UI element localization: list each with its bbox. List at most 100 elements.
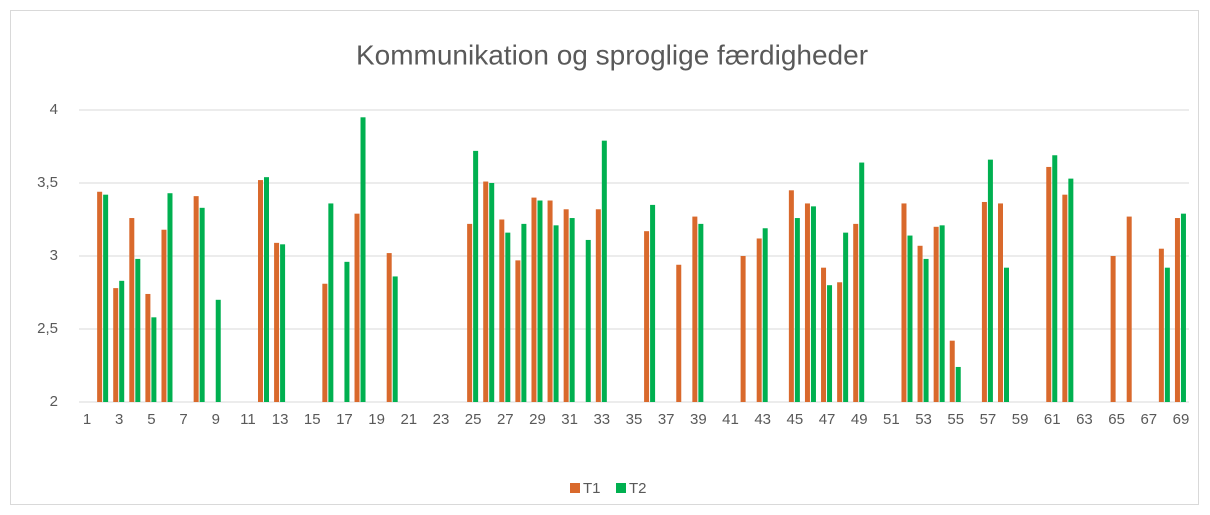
bar: [344, 261, 350, 402]
x-tick-label: 61: [1044, 411, 1061, 428]
bar: [199, 207, 205, 402]
bar: [386, 253, 392, 402]
bar: [274, 242, 280, 402]
legend-swatch: [616, 483, 626, 493]
bar: [827, 285, 833, 402]
bar: [499, 219, 505, 402]
x-tick-label: 23: [433, 411, 450, 428]
bar: [939, 225, 945, 402]
legend-label: T1: [583, 480, 601, 497]
x-tick-label: 49: [851, 411, 868, 428]
x-tick-label: 19: [368, 411, 385, 428]
bar: [1052, 155, 1058, 402]
bar: [167, 193, 173, 402]
bar: [515, 260, 521, 402]
x-tick-label: 41: [722, 411, 739, 428]
bar: [821, 267, 827, 402]
bar: [483, 181, 489, 402]
x-tick-label: 69: [1173, 411, 1190, 428]
x-tick-label: 5: [147, 411, 155, 428]
bar: [563, 209, 569, 402]
bar: [804, 203, 810, 402]
bar: [1180, 213, 1186, 402]
bar: [547, 200, 553, 402]
bar: [531, 197, 537, 402]
x-tick-label: 51: [883, 411, 900, 428]
bar: [553, 225, 559, 402]
bar: [794, 218, 800, 402]
bar: [1174, 218, 1180, 402]
x-tick-label: 43: [754, 411, 771, 428]
bar: [955, 366, 961, 402]
x-tick-label: 65: [1108, 411, 1125, 428]
bar: [489, 183, 495, 402]
bar: [473, 150, 479, 402]
bar: [981, 201, 987, 402]
y-tick-label: 4: [50, 101, 58, 118]
x-tick-label: 35: [626, 411, 643, 428]
x-tick-label: 13: [272, 411, 289, 428]
y-tick-label: 3,5: [37, 174, 58, 191]
bar: [1068, 178, 1074, 402]
bar: [933, 226, 939, 402]
x-tick-label: 53: [915, 411, 932, 428]
bar: [595, 209, 601, 402]
x-tick-label: 27: [497, 411, 514, 428]
y-tick-label: 2: [50, 393, 58, 410]
bar: [907, 235, 913, 402]
bar: [917, 245, 923, 402]
legend-label: T2: [629, 480, 647, 497]
bar: [392, 276, 398, 402]
bar: [788, 190, 794, 402]
bar: [505, 232, 511, 402]
bar: [901, 203, 907, 402]
x-tick-label: 57: [980, 411, 997, 428]
bar: [1164, 267, 1170, 402]
bar: [151, 317, 157, 402]
bar: [756, 238, 762, 402]
x-tick-label: 55: [947, 411, 964, 428]
bar: [692, 216, 698, 402]
bar: [698, 223, 704, 402]
bar: [853, 223, 859, 402]
bar: [601, 140, 607, 402]
bar: [161, 229, 167, 402]
y-tick-label: 2,5: [37, 320, 58, 337]
bar: [97, 191, 103, 402]
bar: [650, 204, 656, 402]
x-tick-label: 21: [400, 411, 417, 428]
bar: [949, 340, 955, 402]
legend-swatch: [570, 483, 580, 493]
bar: [119, 280, 125, 402]
bar: [264, 177, 269, 402]
bar: [467, 223, 473, 402]
bar: [537, 200, 543, 402]
x-tick-label: 7: [179, 411, 187, 428]
bar: [585, 239, 591, 402]
bar: [354, 213, 360, 402]
x-tick-label: 9: [212, 411, 220, 428]
bar: [328, 203, 334, 402]
x-tick-label: 47: [819, 411, 836, 428]
x-tick-label: 3: [115, 411, 123, 428]
x-tick-label: 33: [593, 411, 610, 428]
bar: [280, 244, 286, 402]
bar: [740, 256, 746, 402]
x-tick-label: 29: [529, 411, 546, 428]
chart-title: Kommunikation og sproglige færdigheder: [356, 39, 868, 70]
bar: [1126, 216, 1132, 402]
bar: [923, 258, 929, 402]
bar: [676, 264, 682, 402]
bar: [129, 218, 135, 402]
bar: [1062, 194, 1068, 402]
y-tick-label: 3: [50, 247, 58, 264]
bar: [569, 218, 575, 402]
bar: [193, 196, 199, 402]
x-tick-label: 63: [1076, 411, 1093, 428]
bar: [1158, 248, 1164, 402]
bar: [258, 180, 263, 402]
bar: [322, 283, 328, 402]
x-tick-label: 1: [83, 411, 91, 428]
bar: [113, 288, 119, 402]
